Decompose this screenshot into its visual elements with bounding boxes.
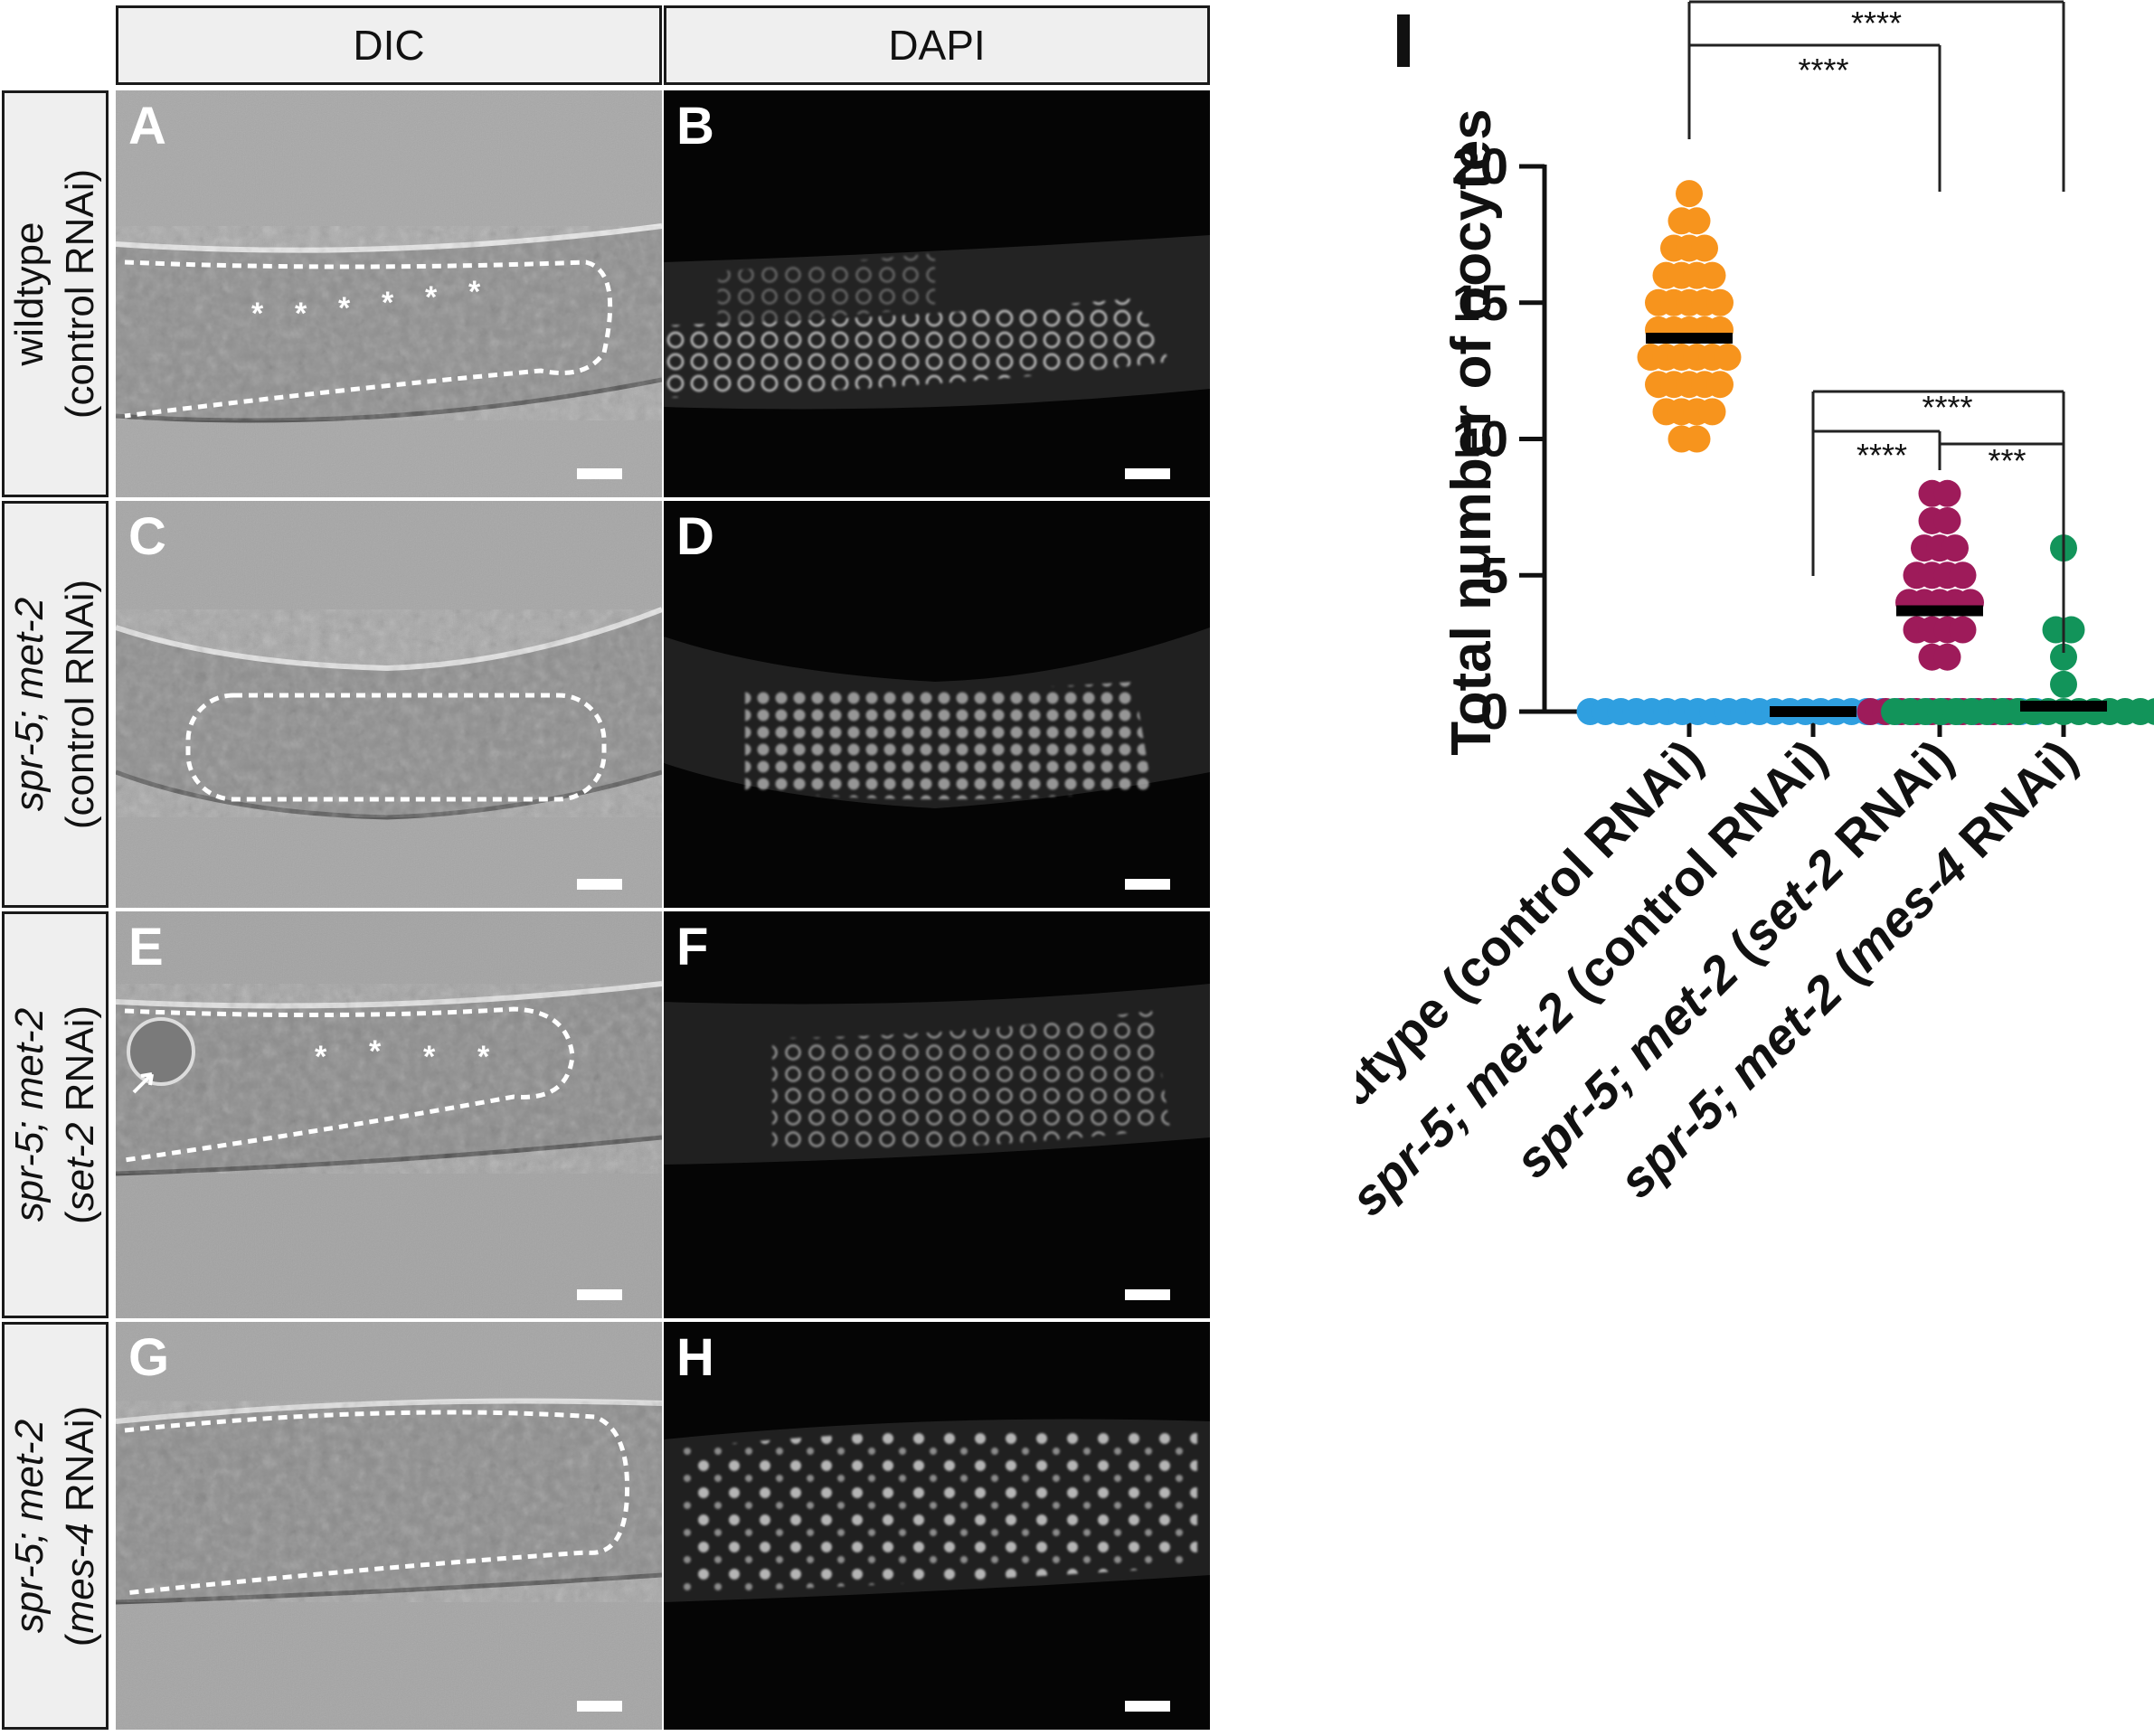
svg-text:*: * bbox=[315, 1040, 327, 1074]
data-point bbox=[1949, 616, 1977, 644]
panel-d-dapi-spr5-met2-control: D bbox=[664, 501, 1210, 908]
data-point bbox=[1706, 371, 1734, 399]
panel-c-dic-spr5-met2-control: C bbox=[116, 501, 662, 908]
row-header-wildtype: wildtype (control RNAi) bbox=[2, 90, 109, 497]
row-header-line2: (control RNAi) bbox=[58, 168, 102, 420]
panel-a-dic-wildtype: * * * * * * A bbox=[116, 90, 662, 497]
data-point bbox=[1698, 261, 1726, 289]
panel-letter: F bbox=[676, 918, 709, 976]
svg-text:*: * bbox=[425, 280, 438, 315]
data-point bbox=[1933, 506, 1961, 534]
panel-e-dic-spr5-met2-set2: * * * * E bbox=[116, 911, 662, 1318]
row-header-line1: spr-5; met-2 bbox=[7, 1419, 52, 1633]
svg-text:*: * bbox=[369, 1034, 382, 1069]
y-axis-label: Total number of oocytes bbox=[1441, 108, 1503, 755]
data-point bbox=[1676, 180, 1703, 208]
panel-h-dapi-spr5-met2-mes4: H bbox=[664, 1322, 1210, 1730]
data-point bbox=[1683, 207, 1711, 235]
scale-bar bbox=[577, 1701, 622, 1712]
data-point bbox=[2050, 643, 2077, 671]
svg-text:*: * bbox=[251, 297, 264, 331]
scale-bar bbox=[1125, 468, 1170, 479]
row-header-line2-post: RNAi) bbox=[58, 1005, 102, 1123]
data-point bbox=[2142, 698, 2154, 725]
row-header-line2-italic: mes-4 bbox=[58, 1522, 102, 1634]
svg-text:*: * bbox=[295, 297, 307, 331]
svg-text:*: * bbox=[468, 275, 481, 309]
svg-text:*: * bbox=[338, 291, 351, 326]
row-header-spr5-met2-mes4: spr-5; met-2 (mes-4 RNAi) bbox=[2, 1322, 109, 1730]
data-point bbox=[1691, 234, 1718, 262]
row-header-line1: spr-5; met-2 bbox=[7, 1007, 52, 1222]
svg-text:*: * bbox=[477, 1040, 490, 1074]
column-header-dic: DIC bbox=[116, 5, 662, 85]
panel-letter: C bbox=[128, 507, 166, 566]
panel-letter: A bbox=[128, 97, 166, 156]
data-point bbox=[2050, 670, 2077, 698]
significance-label: **** bbox=[1922, 389, 1972, 426]
data-point bbox=[1706, 288, 1734, 316]
y-tick-label: 10 bbox=[1452, 410, 1508, 467]
panel-letter: E bbox=[128, 918, 164, 976]
data-point bbox=[1933, 643, 1961, 671]
panel-letter: B bbox=[676, 97, 714, 156]
scale-bar bbox=[577, 879, 622, 890]
y-tick-label: 5 bbox=[1480, 546, 1508, 603]
data-point bbox=[1941, 534, 1969, 562]
x-category-label-part: RNAi) bbox=[1938, 729, 2088, 879]
oocyte-count-chart: 0 5 10 15 20 Total number of oocytes **** **** *… bbox=[1276, 0, 2154, 1731]
svg-text:*: * bbox=[382, 286, 394, 320]
scale-bar bbox=[1125, 1701, 1170, 1712]
panel-b-dapi-wildtype: B bbox=[664, 90, 1210, 497]
chart-letter-i: I bbox=[1397, 14, 1410, 67]
significance-label: **** bbox=[1798, 52, 1848, 89]
data-point bbox=[1698, 398, 1726, 426]
panel-letter: D bbox=[676, 507, 714, 566]
scale-bar bbox=[1125, 1289, 1170, 1300]
row-header-line2-post: RNAi) bbox=[58, 1405, 102, 1523]
panel-g-dic-spr5-met2-mes4: G bbox=[116, 1322, 662, 1730]
svg-text:*: * bbox=[423, 1040, 436, 1074]
x-category-label-part: wildtype (control RNAi) bbox=[1356, 729, 1713, 1165]
data-point bbox=[2057, 616, 2085, 644]
panel-letter: H bbox=[676, 1328, 714, 1387]
column-header-dapi: DAPI bbox=[664, 5, 1210, 85]
y-tick-label: 15 bbox=[1452, 274, 1508, 331]
data-point bbox=[1949, 561, 1977, 590]
scale-bar bbox=[1125, 879, 1170, 890]
row-header-line2-italic: set-2 bbox=[58, 1122, 102, 1212]
row-header-line2-pre: ( bbox=[58, 1633, 102, 1646]
scale-bar bbox=[577, 468, 622, 479]
significance-label: **** bbox=[1856, 437, 1907, 474]
panel-letter: G bbox=[128, 1328, 170, 1387]
data-point bbox=[1683, 425, 1711, 453]
significance-label: **** bbox=[1851, 5, 1902, 42]
y-tick-label: 20 bbox=[1452, 137, 1508, 194]
scale-bar bbox=[577, 1289, 622, 1300]
row-header-line2: (control RNAi) bbox=[58, 579, 102, 830]
row-header-line1: spr-5; met-2 bbox=[7, 597, 52, 812]
data-point bbox=[1933, 479, 1961, 507]
panel-f-dapi-spr5-met2-set2: F bbox=[664, 911, 1210, 1318]
row-header-spr5-met2-set2: spr-5; met-2 (set-2 RNAi) bbox=[2, 911, 109, 1318]
data-point bbox=[1714, 344, 1742, 372]
row-header-line2-pre: ( bbox=[58, 1211, 102, 1225]
significance-label: *** bbox=[1988, 442, 2026, 479]
y-tick-label: 0 bbox=[1480, 683, 1508, 740]
row-header-spr5-met2-control: spr-5; met-2 (control RNAi) bbox=[2, 501, 109, 908]
x-category-label: wildtype (control RNAi) bbox=[1356, 729, 1713, 1165]
row-header-line1: wildtype bbox=[7, 222, 52, 366]
